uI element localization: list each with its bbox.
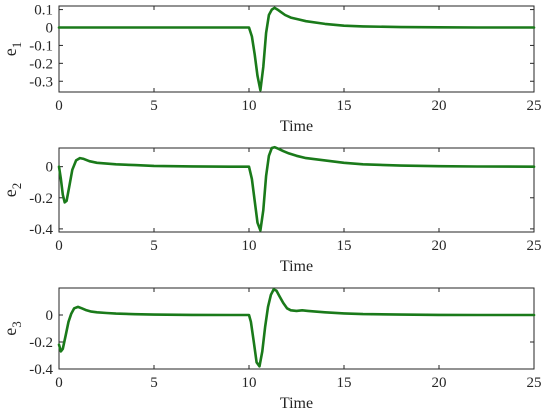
y-tick-label: -0.3 — [29, 74, 53, 90]
y-axis-label-base: e — [0, 328, 20, 336]
x-tick-label: 5 — [150, 238, 158, 254]
series-line — [57, 6, 536, 92]
y-axis-label-subscript: 3 — [9, 321, 24, 328]
x-tick-label: 20 — [432, 98, 447, 114]
axes-frame — [58, 287, 535, 370]
x-tick-label: 15 — [337, 98, 352, 114]
x-tick-label: 25 — [527, 375, 542, 391]
y-tick-label: -0.1 — [29, 38, 53, 54]
x-axis-label: Time — [280, 395, 313, 412]
y-tick-label: 0 — [46, 160, 54, 176]
y-axis-label-base: e — [0, 189, 20, 197]
x-tick-label: 20 — [432, 238, 447, 254]
y-axis-label-subscript: 2 — [9, 183, 24, 190]
y-axis-label-subscript: 1 — [9, 42, 24, 49]
x-tick-label: 20 — [432, 375, 447, 391]
y-axis-label-base: e — [0, 48, 20, 56]
y-tick-label: -0.2 — [29, 191, 53, 207]
x-tick-label: 10 — [242, 238, 257, 254]
y-tick-label: -0.4 — [29, 362, 53, 378]
x-axis-label: Time — [280, 258, 313, 275]
y-tick-label: 0 — [46, 308, 54, 324]
y-axis-label: e3 — [0, 321, 24, 336]
y-tick-label: -0.2 — [29, 335, 53, 351]
x-tick-label: 25 — [527, 238, 542, 254]
x-tick-label: 0 — [55, 238, 63, 254]
y-tick-label: -0.4 — [29, 222, 53, 238]
x-tick-label: 25 — [527, 98, 542, 114]
axes-frame — [58, 5, 535, 93]
x-tick-label: 15 — [337, 375, 352, 391]
y-axis-label: e1 — [0, 42, 24, 57]
series-line — [57, 288, 536, 368]
x-tick-label: 10 — [242, 375, 257, 391]
axes-frame — [58, 147, 535, 233]
x-tick-label: 5 — [150, 375, 158, 391]
x-tick-label: 10 — [242, 98, 257, 114]
subplot-3: 0 5 10 15 20 25 0 -0.2 -0.4 Time e3 — [0, 287, 542, 412]
y-tick-label: -0.2 — [29, 56, 53, 72]
x-axis-label: Time — [280, 118, 313, 135]
x-tick-label: 0 — [55, 375, 63, 391]
y-tick-label: 0.1 — [34, 3, 53, 19]
x-tick-label: 0 — [55, 98, 63, 114]
x-tick-label: 5 — [150, 98, 158, 114]
x-tick-label: 15 — [337, 238, 352, 254]
series-line — [57, 145, 536, 232]
y-tick-label: 0 — [46, 21, 54, 37]
y-axis-label: e2 — [0, 183, 24, 198]
subplot-2: 0 5 10 15 20 25 0 -0.2 -0.4 Time e2 — [0, 145, 542, 275]
